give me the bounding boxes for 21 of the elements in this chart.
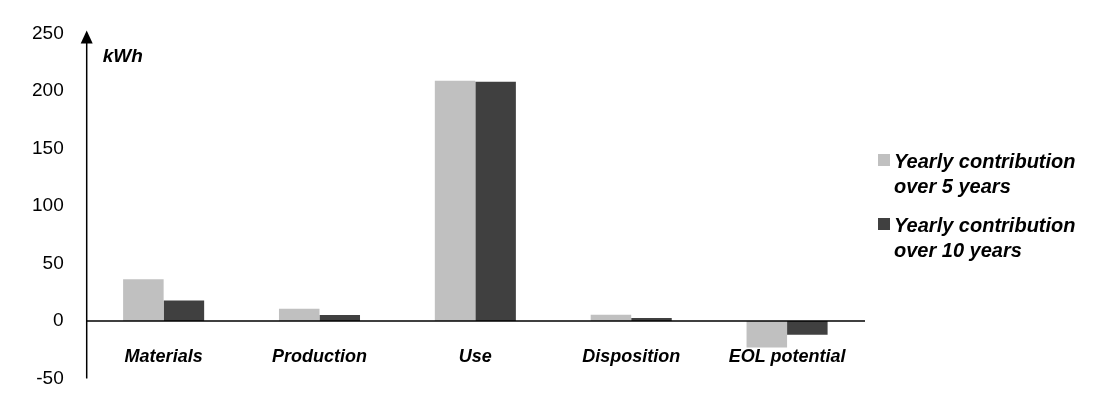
x-tick-label: Disposition [582, 346, 681, 367]
bar [163, 300, 205, 322]
y-tick-label: 200 [32, 79, 64, 101]
bar [787, 321, 828, 335]
bar [123, 279, 164, 322]
y-tick-label: 250 [32, 21, 64, 43]
x-tick-label: EOL potential [728, 346, 847, 367]
y-tick-label: 0 [53, 309, 64, 331]
legend-label: Yearly contribution over 10 years [894, 213, 1077, 263]
x-tick-label: Use [458, 346, 492, 367]
x-tick-label: Production [271, 346, 367, 367]
y-axis-title: kWh [102, 44, 143, 66]
y-tick-label: -50 [36, 366, 64, 388]
legend-label: Yearly contribution over 5 years [894, 149, 1077, 199]
bar [746, 321, 788, 348]
bar [475, 81, 516, 322]
bar [434, 80, 476, 322]
x-tick-label: Materials [124, 346, 203, 367]
y-tick-label: 50 [42, 251, 64, 273]
y-tick-label: 100 [32, 194, 64, 216]
y-tick-label: 150 [32, 136, 64, 158]
